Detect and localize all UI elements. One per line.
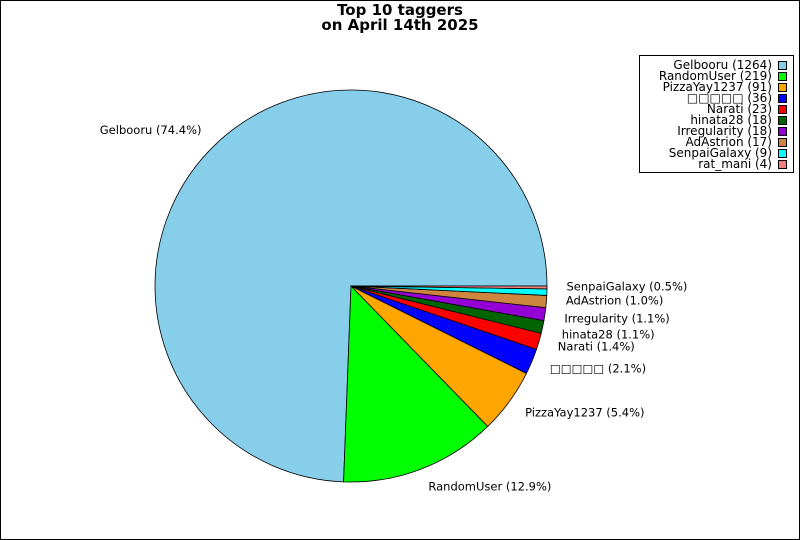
legend-entry-3: □□□□□ (36): [686, 91, 787, 105]
legend-entry-2: PizzaYay1237 (91): [662, 80, 787, 94]
legend-entry-4: Narati (23): [706, 102, 787, 116]
chart-title-line-2: on April 14th 2025: [321, 16, 479, 34]
legend-label: Narati (23): [706, 102, 772, 116]
legend-entry-8: SenpaiGalaxy (9): [668, 146, 787, 160]
legend-swatch: [778, 83, 787, 92]
legend-swatch: [778, 138, 787, 147]
legend-swatch: [778, 149, 787, 158]
legend-swatch: [778, 61, 787, 70]
slice-label-6: Irregularity (1.1%): [564, 312, 669, 326]
legend-swatch: [778, 94, 787, 103]
legend-entry-7: AdAstrion (17): [685, 135, 787, 149]
legend-entry-5: hinata28 (18): [690, 113, 787, 127]
slice-label-7: AdAstrion (1.0%): [566, 294, 663, 308]
legend-entry-0: Gelbooru (1264): [673, 58, 787, 72]
slice-label-0: Gelbooru (74.4%): [100, 123, 202, 137]
legend-label: rat_mani (4): [698, 157, 772, 171]
legend-label: SenpaiGalaxy (9): [668, 146, 772, 160]
slice-label-8: SenpaiGalaxy (0.5%): [567, 279, 688, 293]
legend-label: Irregularity (18): [677, 124, 772, 138]
legend-entry-9: rat_mani (4): [698, 157, 787, 171]
legend-label: Gelbooru (1264): [673, 58, 772, 72]
slice-label-3: □□□□□ (2.1%): [550, 362, 646, 376]
slice-label-1: RandomUser (12.9%): [428, 480, 551, 494]
legend-label: PizzaYay1237 (91): [662, 80, 772, 94]
pie-slice-1: [343, 285, 489, 483]
legend-swatch: [778, 116, 787, 125]
legend-swatch: [778, 105, 787, 114]
legend-swatch: [778, 160, 787, 169]
legend-label: □□□□□ (36): [686, 91, 772, 105]
legend-label: RandomUser (219): [658, 69, 772, 83]
legend-label: hinata28 (18): [690, 113, 772, 127]
legend: Gelbooru (1264) RandomUser (219) PizzaYay1…: [639, 55, 794, 173]
slice-label-4: Narati (1.4%): [558, 340, 635, 354]
pie-slice-9: [350, 285, 548, 290]
legend-entry-1: RandomUser (219): [658, 69, 787, 83]
legend-entry-6: Irregularity (18): [677, 124, 787, 138]
slice-label-5: hinata28 (1.1%): [562, 328, 655, 342]
legend-swatch: [778, 72, 787, 81]
chart-title: Top 10 taggers on April 14th 2025: [1, 3, 799, 33]
legend-label: AdAstrion (17): [685, 135, 772, 149]
legend-swatch: [778, 127, 787, 136]
slice-label-2: PizzaYay1237 (5.4%): [525, 406, 644, 420]
chart-title-line-1: Top 10 taggers: [337, 1, 463, 19]
